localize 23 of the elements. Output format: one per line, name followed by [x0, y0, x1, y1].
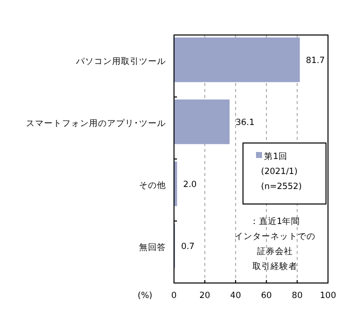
x-tick-label: 100	[320, 291, 336, 301]
bar	[174, 99, 230, 144]
x-tick-label: 0	[171, 291, 177, 301]
annotation: インターネットでの	[234, 232, 316, 242]
x-tick-label: 20	[199, 291, 210, 301]
x-axis-title: (%)	[138, 291, 152, 301]
legend: 第1回 (2021/1) (n=2552)	[242, 142, 326, 204]
annotation: 証券会社	[257, 246, 293, 257]
data-label: 36.1	[236, 118, 255, 128]
bar	[174, 37, 300, 82]
data-label: 2.0	[183, 180, 197, 190]
y-tick-label: その他	[139, 180, 166, 191]
legend-label: 第1回 (2021/1) (n=2552)	[261, 151, 302, 192]
y-tick-label: スマートフォン用のアプリ･ツール	[26, 118, 166, 129]
x-tick-label: 60	[260, 291, 272, 301]
data-label: 0.7	[181, 242, 195, 252]
y-tick-label: 無回答	[139, 242, 166, 253]
x-tick-label: 40	[230, 291, 242, 301]
data-label: 81.7	[306, 56, 325, 66]
y-tick-label: パソコン用取引ツール	[75, 56, 166, 67]
annotation: ：直近1年間	[250, 216, 300, 227]
x-tick-label: 80	[292, 291, 303, 301]
annotation: 取引経験者	[252, 261, 298, 272]
